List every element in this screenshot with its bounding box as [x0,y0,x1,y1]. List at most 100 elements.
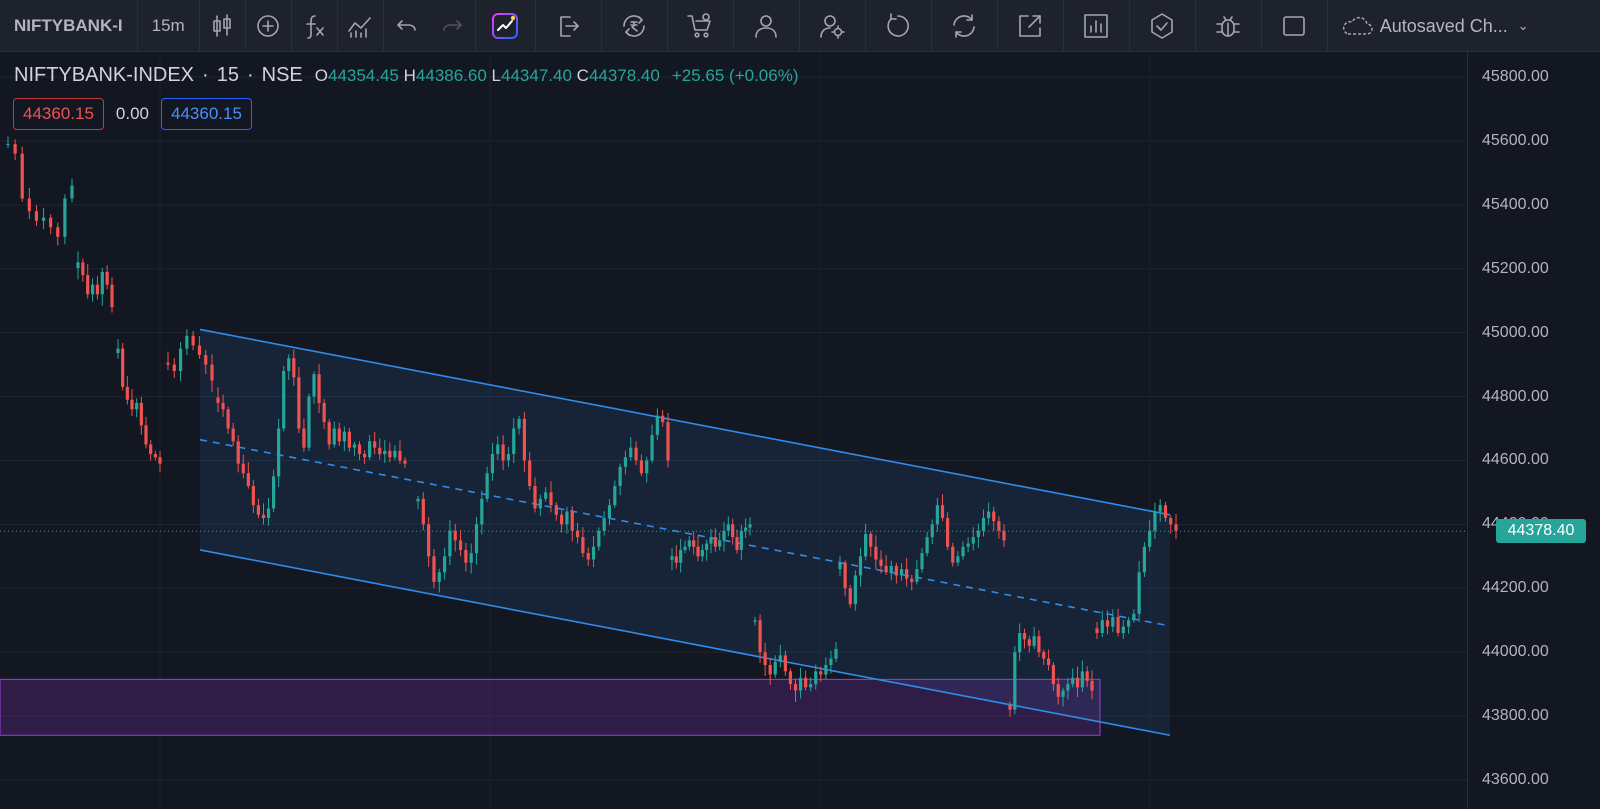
sell-button[interactable]: 44360.15 [13,98,104,130]
chart-area[interactable] [0,52,1600,809]
legend-exchange: NSE [261,64,303,86]
user-settings-button[interactable] [800,0,866,52]
candle-body [517,418,521,429]
candle-body [221,402,225,410]
reset-button[interactable] [866,0,932,52]
indicators-fx-button[interactable] [292,0,338,52]
price-tick-label: 44200.00 [1482,579,1549,597]
price-tick-label: 45800.00 [1482,68,1549,85]
chart-type-button[interactable] [200,0,246,52]
candle-body [679,549,683,563]
candle-body [956,556,960,563]
candle-body [76,262,80,269]
verify-button[interactable] [1130,0,1196,52]
price-tick-label: 43600.00 [1482,771,1549,788]
candle-body [347,431,352,448]
candle-body [773,661,777,675]
candle-body [1027,639,1031,646]
candle-body [256,505,261,515]
candle-body [607,505,612,518]
candle-body [1085,671,1089,681]
candle-body [853,575,857,605]
price-axis[interactable]: 45800.00 45600.00 45400.00 45200.00 45000.00… [1467,52,1600,809]
candle-body [458,540,463,550]
candle-body [327,422,331,445]
sync-button[interactable] [932,0,998,52]
candle-body [581,537,585,554]
candle-body [819,671,823,675]
candle-body [670,556,674,560]
rupee-button[interactable] [602,0,668,52]
fullscreen-button[interactable] [998,0,1064,52]
cart-button[interactable] [668,0,734,52]
candle-body [1018,633,1022,653]
square-icon [1283,16,1305,36]
exit-button[interactable] [536,0,602,52]
candle-body [884,565,888,573]
demand-zone [0,678,1101,736]
candle-body [172,364,176,371]
channel-upper-line [199,328,1171,516]
legend-ohlc: O44354.45 H44386.60 L44347.40 C44378.40 [315,66,660,86]
fx-icon [306,15,324,39]
candle-body [241,463,245,474]
candle-body [352,444,357,448]
candle-body [166,362,170,365]
candle-body [976,530,980,538]
candle-body [158,457,162,464]
candle-body [674,556,678,563]
candle-body [894,565,898,576]
debug-button[interactable] [1196,0,1262,52]
candle-body [388,450,392,458]
candle-body [940,505,945,518]
candle-body [650,434,654,461]
candle-body [20,153,24,199]
cart-icon [687,13,711,38]
rupee-refresh-icon [623,15,645,37]
candle-body [829,658,833,665]
undo-button[interactable] [384,0,430,52]
profile-button[interactable] [734,0,800,52]
candle-body [135,402,139,410]
candle-body [744,527,748,531]
candle-body [645,460,649,474]
candle-body [1142,546,1146,573]
candle-body [204,355,208,365]
price-tick-label: 45000.00 [1482,323,1549,341]
legend-symbol[interactable]: NIFTYBANK-INDEX [14,64,195,86]
legend-change: +25.65 (+0.06%) [671,66,799,85]
rotate-icon [887,13,910,37]
ai-chart-button[interactable] [476,0,536,52]
autosave-button[interactable]: Autosaved Ch... ⌄ [1328,0,1600,52]
candle-body [533,486,537,509]
report-button[interactable] [1064,0,1130,52]
candle-body [586,553,590,560]
redo-button[interactable] [430,0,476,52]
candle-body [185,335,189,349]
candle-body [271,476,276,509]
channel-lower-line [199,549,1171,737]
candle-body [692,540,696,547]
candle-body [753,620,757,622]
candle-body [342,431,346,442]
candle-body [110,284,114,308]
chart-legend: NIFTYBANK-INDEX · 15 · NSE O44354.45 H44… [14,64,799,87]
autosave-label: Autosaved Ch... [1379,15,1508,36]
candle-body [149,444,153,455]
price-chart[interactable] [0,52,1467,809]
layout-button[interactable] [1262,0,1328,52]
candle-body [554,505,558,515]
buy-button[interactable]: 44360.15 [161,98,252,130]
candle-body [322,402,326,423]
candle-body [191,335,195,346]
symbol-search-button[interactable]: NIFTYBANK-I [0,0,138,52]
candle-body [178,348,183,371]
candle-body [496,444,500,455]
compare-button[interactable] [246,0,292,52]
open-label: O [314,66,328,85]
redo-icon [443,20,462,31]
interval-button[interactable]: 15m [138,0,200,52]
candle-body [666,422,670,461]
candle-body [565,511,569,525]
templates-button[interactable] [338,0,384,52]
